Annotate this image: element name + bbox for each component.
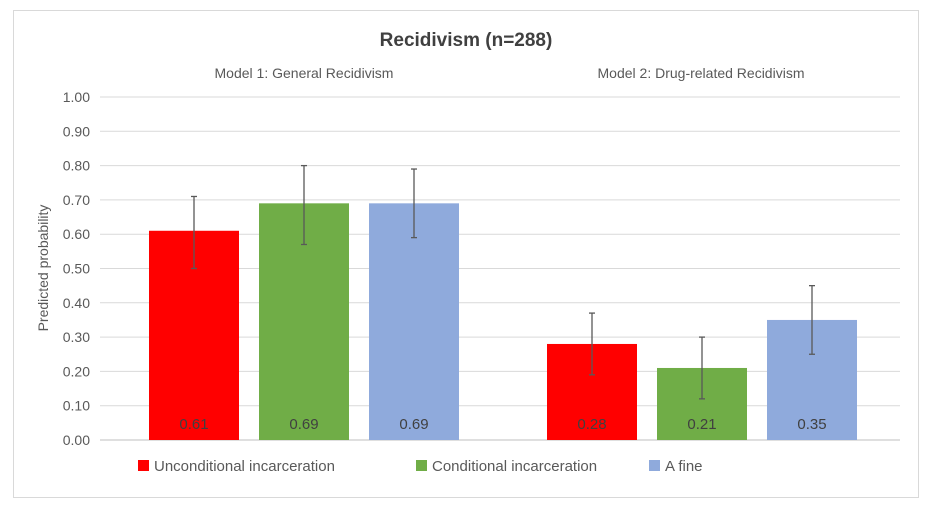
legend-label: A fine: [665, 458, 703, 475]
legend-label: Unconditional incarceration: [154, 458, 335, 475]
data-label: 0.69: [399, 416, 428, 433]
data-label: 0.61: [179, 416, 208, 433]
chart-title: Recidivism (n=288): [380, 30, 553, 51]
y-tick-label: 1.00: [63, 89, 90, 105]
legend-label: Conditional incarceration: [432, 458, 597, 475]
y-tick-label: 0.20: [63, 363, 90, 379]
data-label: 0.69: [289, 416, 318, 433]
y-tick-label: 0.60: [63, 226, 90, 242]
data-label: 0.35: [797, 416, 826, 433]
y-tick-label: 0.50: [63, 261, 90, 277]
group-label-model-1: Model 1: General Recidivism: [215, 65, 394, 81]
y-tick-label: 0.70: [63, 192, 90, 208]
y-tick-label: 0.10: [63, 398, 90, 414]
y-tick-label: 0.30: [63, 329, 90, 345]
y-tick-label: 0.40: [63, 295, 90, 311]
group-label-model-2: Model 2: Drug-related Recidivism: [598, 65, 805, 81]
y-tick-label: 0.80: [63, 158, 90, 174]
legend-swatch: [138, 460, 149, 471]
chart-frame: [13, 10, 919, 498]
y-axis-label: Predicted probability: [35, 205, 51, 332]
legend-swatch: [416, 460, 427, 471]
y-tick-label: 0.00: [63, 432, 90, 448]
data-label: 0.21: [687, 416, 716, 433]
legend-swatch: [649, 460, 660, 471]
y-tick-label: 0.90: [63, 123, 90, 139]
data-label: 0.28: [577, 416, 606, 433]
bar: [369, 203, 459, 440]
